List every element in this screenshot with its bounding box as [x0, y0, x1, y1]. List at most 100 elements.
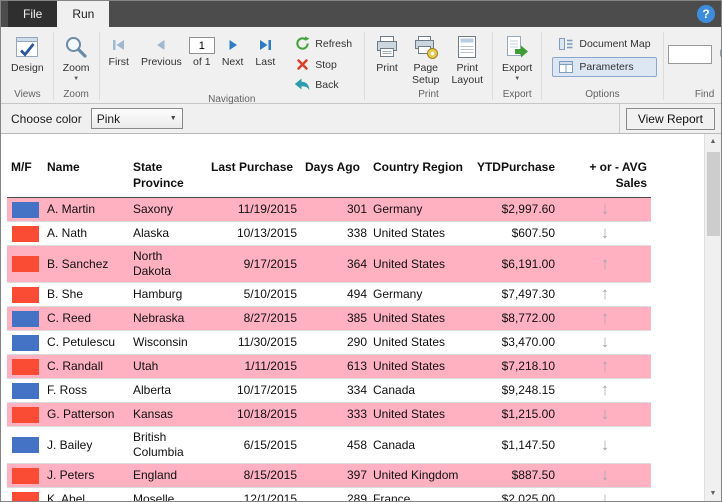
- view-report-button[interactable]: View Report: [625, 107, 715, 130]
- refresh-icon: [294, 36, 310, 51]
- cell-state-province: North Dakota: [129, 245, 207, 284]
- cell-last-purchase: 6/15/2015: [207, 426, 301, 465]
- cell-days-ago: 338: [301, 221, 369, 247]
- trend-arrow-icon: ↓: [600, 465, 610, 485]
- gender-swatch: [12, 256, 39, 273]
- table-row: F. Ross Alberta 10/17/2015 334 Canada $9…: [7, 378, 651, 404]
- color-parameter-dropdown[interactable]: Pink ▼: [90, 108, 183, 129]
- cell-name: C. Reed: [43, 306, 129, 332]
- cell-last-purchase: 1/11/2015: [207, 354, 301, 380]
- gender-swatch: [12, 382, 39, 399]
- zoom-button[interactable]: Zoom ▼: [58, 30, 95, 84]
- document-map-label: Document Map: [579, 38, 651, 50]
- print-layout-button[interactable]: Print Layout: [446, 30, 488, 88]
- find-input[interactable]: [667, 44, 712, 64]
- tab-run[interactable]: Run: [57, 1, 110, 27]
- export-button[interactable]: Export ▼: [497, 30, 537, 84]
- help-button[interactable]: ?: [697, 5, 715, 23]
- column-header-country-region: Country Region: [369, 158, 469, 199]
- cell-name: F. Ross: [43, 378, 129, 404]
- cell-state-province: Hamburg: [129, 282, 207, 308]
- trend-arrow-icon: ↑: [600, 284, 610, 304]
- gender-swatch: [12, 467, 39, 484]
- vertical-scrollbar[interactable]: ▲ ▼: [704, 134, 721, 501]
- tab-strip: File Run ?: [1, 1, 721, 27]
- cell-ytd-purchase: $887.50: [469, 463, 559, 489]
- next-page-label: Next: [221, 56, 244, 68]
- table-row: C. Reed Nebraska 8/27/2015 385 United St…: [7, 306, 651, 332]
- cell-country-region: United States: [369, 221, 469, 247]
- cell-state-province: England: [129, 463, 207, 489]
- report-viewport: M/F Name State Province Last Purchase Da…: [1, 134, 721, 501]
- cell-country-region: Canada: [369, 426, 469, 465]
- ribbon-group-export: Export ▼ Export: [494, 29, 540, 103]
- scroll-up-button[interactable]: ▲: [705, 134, 721, 149]
- scroll-down-button[interactable]: ▼: [705, 486, 721, 501]
- back-button[interactable]: Back: [288, 76, 358, 93]
- column-header-mf: M/F: [7, 158, 43, 199]
- gender-swatch: [12, 286, 39, 303]
- cell-days-ago: 385: [301, 306, 369, 332]
- page-number-input[interactable]: [188, 37, 215, 54]
- column-header-last-purchase: Last Purchase: [207, 158, 301, 199]
- gender-swatch: [12, 201, 39, 218]
- table-row: A. Nath Alaska 10/13/2015 338 United Sta…: [7, 221, 651, 247]
- trend-arrow-icon: ↓: [600, 489, 610, 501]
- cell-last-purchase: 11/19/2015: [207, 197, 301, 223]
- cell-last-purchase: 12/1/2015: [207, 487, 301, 501]
- cell-days-ago: 290: [301, 330, 369, 356]
- back-arrow-icon: [294, 78, 310, 91]
- last-page-label: Last: [255, 56, 276, 68]
- previous-page-button[interactable]: Previous: [136, 30, 187, 70]
- cell-ytd-purchase: $8,772.00: [469, 306, 559, 332]
- tab-file[interactable]: File: [8, 1, 58, 27]
- column-header-days-ago: Days Ago: [301, 158, 369, 199]
- first-page-button[interactable]: First: [104, 30, 134, 70]
- cell-country-region: Germany: [369, 282, 469, 308]
- print-button[interactable]: Print: [369, 30, 405, 76]
- cell-state-province: Nebraska: [129, 306, 207, 332]
- first-page-icon: [111, 37, 127, 53]
- cell-country-region: France: [369, 487, 469, 501]
- cell-ytd-purchase: $6,191.00: [469, 245, 559, 284]
- table-row: G. Patterson Kansas 10/18/2015 333 Unite…: [7, 402, 651, 428]
- table-row: A. Martin Saxony 11/19/2015 301 Germany …: [7, 197, 651, 223]
- cell-ytd-purchase: $9,248.15: [469, 378, 559, 404]
- cell-days-ago: 494: [301, 282, 369, 308]
- ribbon-group-label-export: Export: [502, 89, 532, 100]
- group-separator: [492, 32, 493, 100]
- view-report-area: View Report: [618, 104, 721, 133]
- parameter-bar: Choose color Pink ▼ View Report: [1, 104, 721, 134]
- parameters-button[interactable]: Parameters: [552, 57, 657, 77]
- stop-label: Stop: [315, 58, 337, 71]
- design-button[interactable]: Design: [6, 30, 49, 76]
- report-table: M/F Name State Province Last Purchase Da…: [7, 158, 651, 501]
- page-setup-button[interactable]: Page Setup: [407, 30, 444, 88]
- print-layout-icon: [454, 34, 480, 60]
- color-parameter-value: Pink: [96, 111, 121, 126]
- cell-name: J. Peters: [43, 463, 129, 489]
- trend-arrow-icon: ↑: [600, 380, 610, 400]
- ribbon-group-navigation: First Previous of 1 Next: [101, 29, 364, 105]
- trend-arrow-icon: ↑: [600, 308, 610, 328]
- ribbon-group-print: Print Page Setup Print Layout Print: [366, 29, 491, 103]
- cell-last-purchase: 10/17/2015: [207, 378, 301, 404]
- cell-ytd-purchase: $7,218.10: [469, 354, 559, 380]
- refresh-button[interactable]: Refresh: [288, 34, 358, 53]
- stop-button[interactable]: Stop: [288, 56, 358, 73]
- scrollbar-thumb[interactable]: [706, 152, 720, 236]
- last-page-button[interactable]: Last: [250, 30, 280, 70]
- cell-country-region: United States: [369, 245, 469, 284]
- page-setup-icon: [413, 34, 439, 60]
- cell-last-purchase: 8/15/2015: [207, 463, 301, 489]
- find-button[interactable]: [716, 41, 721, 67]
- cell-last-purchase: 9/17/2015: [207, 245, 301, 284]
- cell-country-region: Canada: [369, 378, 469, 404]
- trend-arrow-icon: ↓: [600, 332, 610, 352]
- scroll-down-icon: ▼: [709, 490, 717, 497]
- next-page-button[interactable]: Next: [217, 30, 249, 70]
- gender-swatch: [12, 491, 39, 501]
- zoom-button-label: Zoom: [62, 62, 90, 74]
- parameters-label: Parameters: [579, 61, 634, 73]
- document-map-button[interactable]: Document Map: [552, 34, 656, 54]
